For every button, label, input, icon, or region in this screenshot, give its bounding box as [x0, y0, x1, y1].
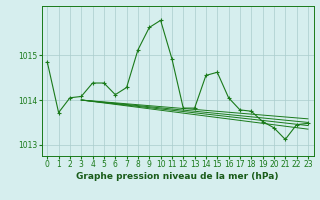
X-axis label: Graphe pression niveau de la mer (hPa): Graphe pression niveau de la mer (hPa)	[76, 172, 279, 181]
